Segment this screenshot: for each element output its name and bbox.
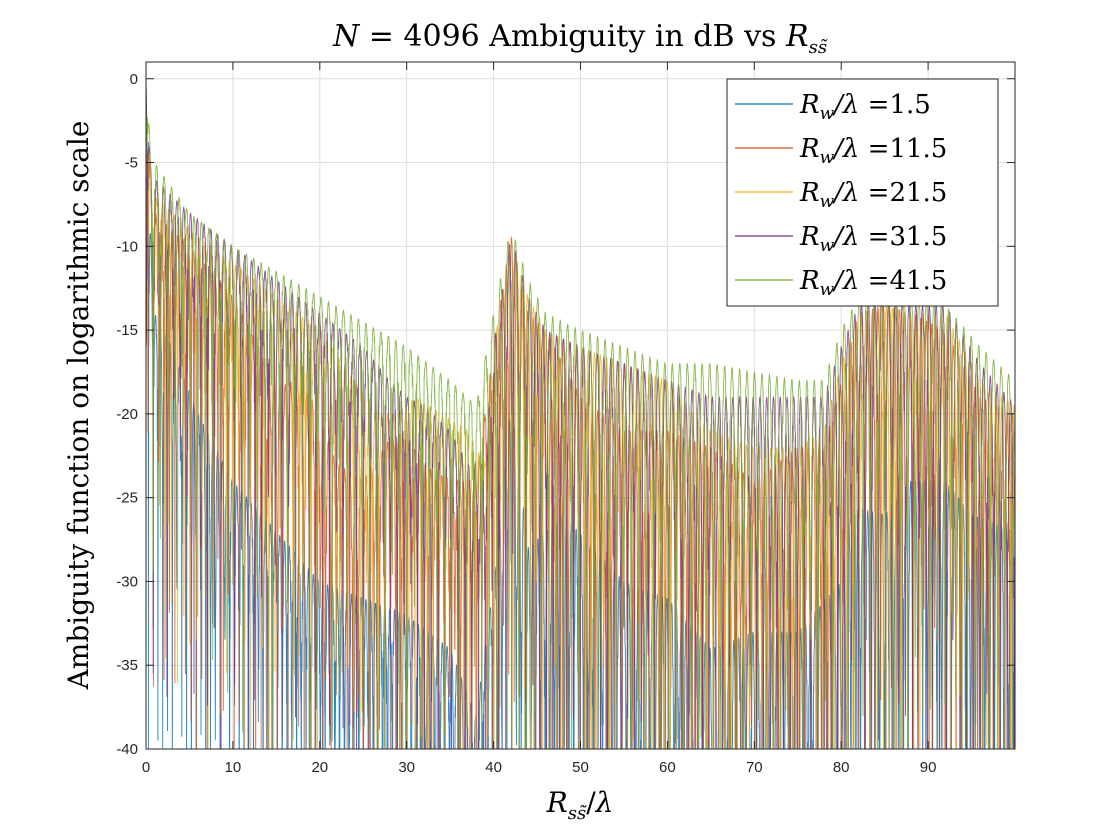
x-tick-label: 20 bbox=[311, 759, 328, 776]
series-line-5 bbox=[146, 117, 1015, 749]
x-tick-label: 30 bbox=[398, 759, 415, 776]
legend-label-4: Rw/λ =31.5 bbox=[799, 222, 947, 256]
y-tick-label: -20 bbox=[116, 406, 138, 423]
chart-title: N = 4096 Ambiguity in dB vs Rss̃ bbox=[332, 19, 828, 58]
y-tick-label: -15 bbox=[116, 322, 138, 339]
legend: Rw/λ =1.5 Rw/λ =11.5 Rw/λ =21.5 Rw/λ =31.5 R… bbox=[726, 78, 999, 307]
y-axis: 0 -5 -10 -15 -20 -25 -30 -35 -40 bbox=[116, 71, 1015, 758]
x-tick-label: 90 bbox=[920, 759, 937, 776]
legend-label-1: Rw/λ =1.5 bbox=[799, 90, 931, 124]
y-tick-label: -25 bbox=[116, 490, 138, 507]
x-tick-label: 50 bbox=[572, 759, 589, 776]
series-group bbox=[146, 78, 1015, 749]
y-tick-label: -10 bbox=[116, 238, 138, 255]
legend-label-5: Rw/λ =41.5 bbox=[799, 266, 947, 300]
legend-label-3: Rw/λ =21.5 bbox=[799, 178, 947, 212]
y-axis-label: Ambiguity function on logarithmic scale bbox=[62, 121, 95, 691]
y-tick-label: -40 bbox=[116, 741, 138, 758]
x-tick-label: 80 bbox=[833, 759, 850, 776]
x-tick-label: 0 bbox=[142, 759, 150, 776]
x-tick-label: 40 bbox=[485, 759, 502, 776]
y-tick-label: -35 bbox=[116, 657, 138, 674]
x-axis-label: Rss̃/λ bbox=[546, 786, 614, 824]
y-tick-label: -30 bbox=[116, 573, 138, 590]
y-tick-label: -5 bbox=[125, 155, 138, 172]
x-axis: 0 10 20 30 40 50 60 70 80 90 bbox=[142, 62, 937, 776]
legend-label-2: Rw/λ =11.5 bbox=[799, 134, 947, 168]
x-tick-label: 10 bbox=[225, 759, 242, 776]
series-line-4 bbox=[146, 142, 1015, 749]
x-tick-label: 60 bbox=[659, 759, 676, 776]
y-tick-label: 0 bbox=[130, 71, 138, 88]
x-tick-label: 70 bbox=[746, 759, 763, 776]
